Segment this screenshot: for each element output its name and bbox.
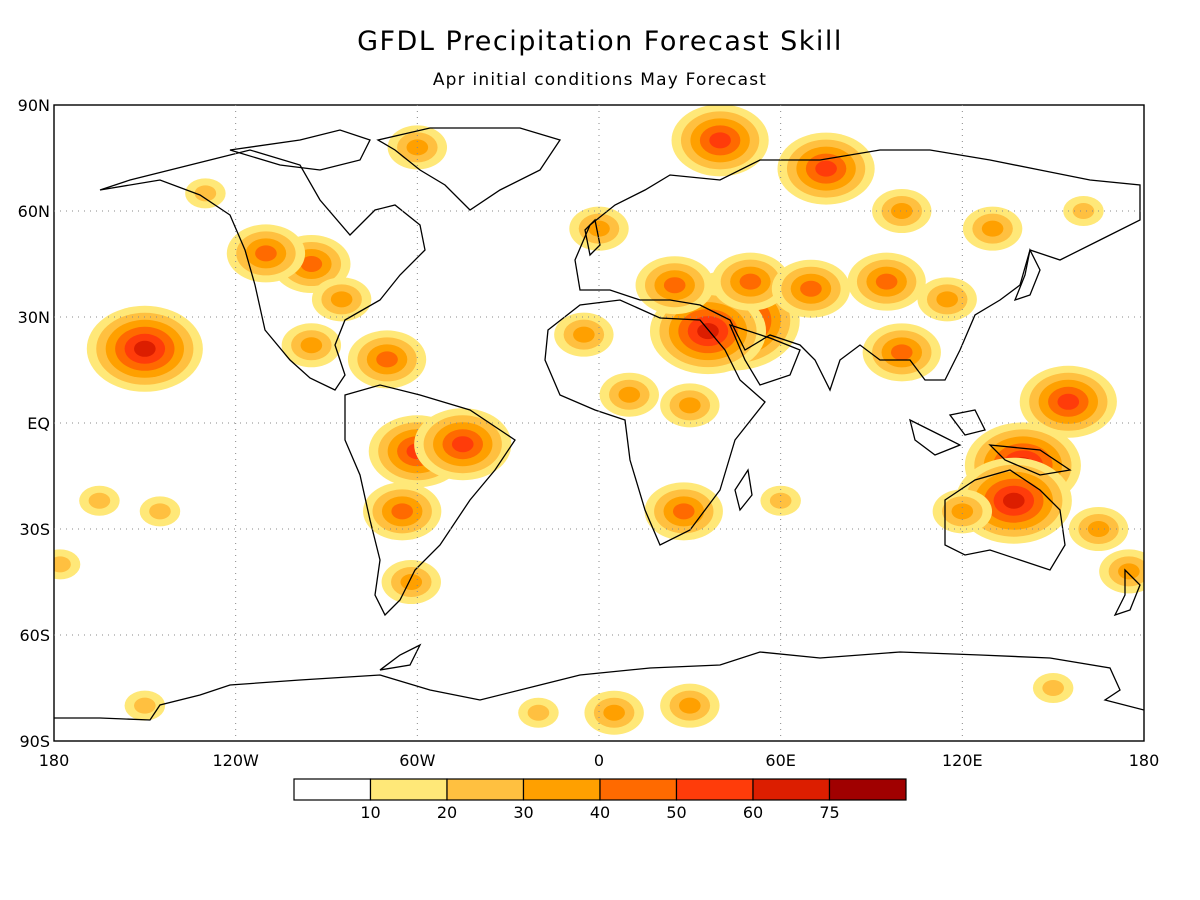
skill-patch-34 <box>769 492 792 509</box>
skill-patch-32 <box>149 503 171 520</box>
lon-tick-label: 60E <box>765 751 795 770</box>
skill-patch-20 <box>376 351 398 368</box>
skill-patch-44 <box>1042 680 1064 696</box>
map-subtitle: Apr initial conditions May Forecast <box>432 70 768 90</box>
skill-patch-36 <box>981 220 1004 237</box>
skill-patch-40 <box>603 704 625 721</box>
skill-patch-13 <box>300 256 323 272</box>
skill-patch-33 <box>54 556 71 573</box>
skill-patch-15 <box>330 291 353 308</box>
skill-patch-30 <box>1118 563 1140 580</box>
lon-tick-label: 180 <box>1129 751 1160 770</box>
skill-patch-4 <box>1057 393 1080 410</box>
skill-patch-23 <box>618 386 641 403</box>
skill-patch-19 <box>400 574 423 590</box>
skill-patch-28 <box>951 503 974 520</box>
skill-patch-38 <box>588 220 610 237</box>
graticule <box>54 105 1144 741</box>
colorbar-label: 75 <box>819 803 839 822</box>
skill-patch-8 <box>800 280 822 297</box>
colorbar-box <box>446 778 525 801</box>
colorbar-label: 30 <box>513 803 533 822</box>
lon-tick-label: 0 <box>594 751 604 770</box>
skill-patch-5 <box>134 340 156 357</box>
skill-patch-27 <box>936 291 958 308</box>
skill-patch-18 <box>391 503 413 520</box>
skill-patch-43 <box>134 697 156 714</box>
colorbar-box <box>293 778 372 801</box>
lat-tick-label: 90S <box>19 732 50 751</box>
lat-tick-label: 60S <box>19 626 50 645</box>
colorbar-label: 50 <box>666 803 686 822</box>
skill-patch-37 <box>1072 203 1095 219</box>
lat-tick-label: 90N <box>18 96 50 115</box>
coastlines <box>54 127 1144 721</box>
skill-patch-26 <box>890 344 913 361</box>
skill-patch-39 <box>194 185 217 202</box>
skill-patch-21 <box>300 337 323 354</box>
skill-patch-41 <box>679 697 701 714</box>
colorbar-label: 20 <box>437 803 457 822</box>
skill-patch-25 <box>573 326 595 343</box>
colorbar-label: 10 <box>360 803 380 822</box>
lon-tick-label: 60W <box>399 751 435 770</box>
skill-patch-1 <box>697 323 719 340</box>
skill-patch-11 <box>709 132 731 149</box>
skill-patch-24 <box>679 397 701 414</box>
colorbar-label: 40 <box>590 803 610 822</box>
map-title: GFDL Precipitation Forecast Skill <box>357 26 843 57</box>
skill-patch-17 <box>451 436 474 453</box>
colorbar: 10 20 30 40 50 60 75 <box>293 778 907 822</box>
lon-tick-label: 120E <box>942 751 983 770</box>
colorbar-box <box>828 778 907 801</box>
skill-patch-10 <box>815 160 837 177</box>
lat-tick-label: 60N <box>18 202 50 221</box>
colorbar-box <box>599 778 678 801</box>
skill-patch-7 <box>739 273 762 290</box>
skill-patch-42 <box>527 704 550 721</box>
colorbar-box <box>752 778 831 801</box>
lat-tick-label: 30S <box>19 520 50 539</box>
skill-patch-31 <box>88 492 111 509</box>
lon-tick-label: 180 <box>39 751 70 770</box>
lat-tick-label: 30N <box>18 308 50 327</box>
lat-tick-label: EQ <box>27 414 50 433</box>
colorbar-box <box>522 778 601 801</box>
colorbar-box <box>369 778 448 801</box>
skill-patch-9 <box>875 273 898 290</box>
colorbar-box <box>675 778 754 801</box>
skill-field <box>54 105 1144 735</box>
colorbar-label: 60 <box>743 803 763 822</box>
lon-tick-label: 120W <box>212 751 259 770</box>
skill-patch-35 <box>890 203 913 219</box>
skill-patch-22 <box>672 503 695 520</box>
skill-patch-6 <box>663 277 686 294</box>
skill-patch-3 <box>1003 492 1025 509</box>
skill-patch-14 <box>255 245 277 262</box>
